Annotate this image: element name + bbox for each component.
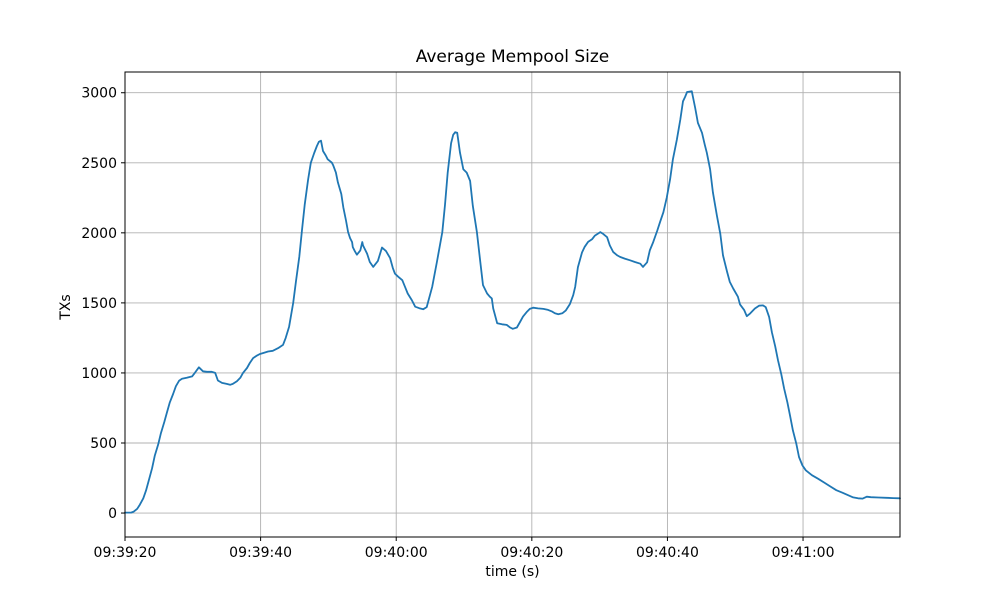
y-tick-label: 3000 (81, 86, 117, 102)
y-tick-label: 1500 (81, 296, 117, 312)
x-tick-label: 09:40:20 (500, 545, 563, 561)
x-tick-label: 09:41:00 (772, 545, 835, 561)
y-tick-label: 2500 (81, 156, 117, 172)
x-tick-label: 09:40:40 (636, 545, 699, 561)
y-tick-label: 0 (108, 506, 117, 522)
x-tick-label: 09:39:40 (229, 545, 292, 561)
x-tick-label: 09:40:00 (365, 545, 428, 561)
y-tick-label: 500 (90, 436, 117, 452)
y-tick-label: 1000 (81, 366, 117, 382)
mempool-series-line (124, 90, 901, 514)
y-tick-label: 2000 (81, 226, 117, 242)
plot-border (124, 71, 901, 538)
chart-title: Average Mempool Size (415, 47, 610, 67)
x-tick-label: 09:39:20 (94, 545, 157, 561)
x-axis-label: time (s) (485, 564, 540, 580)
